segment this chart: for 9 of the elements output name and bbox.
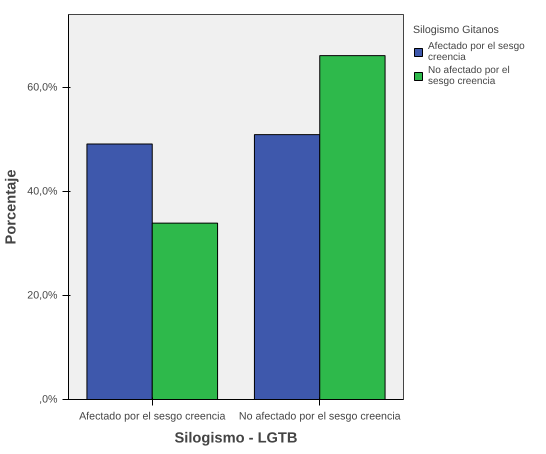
y-tick-label: 20,0% (27, 289, 58, 302)
legend-label: Afectado por el sesgo creencia (428, 41, 525, 63)
y-axis-title: Porcentaje (3, 170, 20, 244)
y-tick-label: 40,0% (27, 185, 58, 198)
y-tick-label: ,0% (39, 394, 58, 406)
legend-title: Silogismo Gitanos (413, 24, 500, 36)
legend-label: No afectado por el sesgo creencia (428, 65, 510, 87)
y-tick-label: 60,0% (27, 81, 58, 94)
x-axis-title: Silogismo - LGTB (174, 430, 298, 446)
